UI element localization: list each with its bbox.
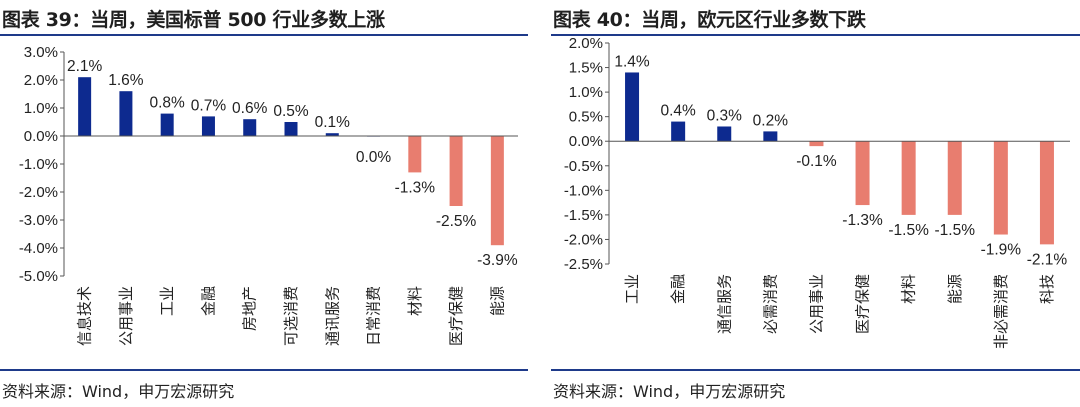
title-rule xyxy=(551,34,1080,36)
bar xyxy=(763,131,778,142)
data-label: -2.5% xyxy=(436,213,477,230)
x-tick-label: 可选消费 xyxy=(283,286,300,346)
x-tick-label: 公用事业 xyxy=(808,274,825,334)
x-tick-label: 能源 xyxy=(489,286,506,316)
x-tick-label: 工业 xyxy=(159,286,176,316)
data-label: -2.1% xyxy=(1027,251,1068,268)
y-tick-label: 2.0% xyxy=(569,36,603,52)
x-tick-label: 能源 xyxy=(947,274,964,304)
bar xyxy=(160,113,174,136)
data-label: 0.3% xyxy=(707,107,743,124)
data-label: 0.0% xyxy=(356,149,392,166)
data-label: 0.7% xyxy=(191,97,227,114)
bar xyxy=(1039,141,1054,245)
x-tick-label: 工业 xyxy=(624,274,641,304)
bar xyxy=(993,141,1008,235)
data-label: -1.9% xyxy=(981,242,1022,259)
bar xyxy=(625,72,640,142)
x-tick-label: 通讯服务 xyxy=(324,286,341,346)
x-tick-label: 非必需消费 xyxy=(993,274,1010,349)
chart-title: 图表 40：当周，欧元区行业多数下跌 xyxy=(553,9,866,31)
title-rule xyxy=(0,34,528,36)
bar xyxy=(408,136,422,173)
bar xyxy=(947,141,962,215)
data-label: 1.6% xyxy=(108,72,144,89)
x-tick-label: 科技 xyxy=(1039,274,1056,304)
data-label: 0.5% xyxy=(273,103,309,120)
source-note: 资料来源：Wind，申万宏源研究 xyxy=(553,382,786,401)
x-tick-label: 医疗保健 xyxy=(448,286,465,346)
bar xyxy=(243,119,257,136)
x-tick-label: 材料 xyxy=(901,274,918,304)
y-tick-label: -2.0% xyxy=(19,184,58,201)
data-label: 0.8% xyxy=(150,95,186,112)
bar xyxy=(325,133,339,136)
x-tick-label: 通信服务 xyxy=(716,274,733,334)
y-tick-label: -4.0% xyxy=(19,240,58,257)
y-tick-label: 0.5% xyxy=(569,109,603,126)
data-label: 0.4% xyxy=(660,103,696,120)
y-tick-label: 1.5% xyxy=(569,60,603,77)
bar-chart-sp500: 3.0% 2.0% 1.0% 0.0% -1.0% -2.0% -3.0% -4.0% -5.0… xyxy=(19,44,518,346)
data-label: 0.6% xyxy=(232,100,268,117)
data-label: 0.1% xyxy=(315,114,351,131)
chart-panel-right: 图表 40：当周，欧元区行业多数下跌 2.0% 1.5% 1.0% 0.5% 0.0% -… xyxy=(551,0,1080,407)
data-label: -0.1% xyxy=(796,153,837,170)
data-label: -1.5% xyxy=(935,222,976,239)
x-tick-label: 材料 xyxy=(407,286,424,316)
data-label: -1.3% xyxy=(395,179,436,196)
bar xyxy=(901,141,916,215)
x-tick-label: 金融 xyxy=(670,274,687,304)
data-label: -1.3% xyxy=(842,212,883,229)
bar-chart-eurozone: 2.0% 1.5% 1.0% 0.5% 0.0% -0.5% -1.0% -1.5% -2.0%… xyxy=(564,36,1070,349)
y-tick-label: -2.0% xyxy=(564,231,603,248)
bar xyxy=(671,121,686,142)
data-label: 0.2% xyxy=(753,112,789,129)
y-tick-label: -2.5% xyxy=(564,256,603,273)
x-tick-label: 公用事业 xyxy=(118,286,135,346)
y-tick-label: 1.0% xyxy=(569,84,603,101)
source-note: 资料来源：Wind，申万宏源研究 xyxy=(2,382,235,401)
y-tick-label: -1.0% xyxy=(564,182,603,199)
footer-rule xyxy=(551,369,1080,371)
y-tick-label: 0.0% xyxy=(24,128,58,145)
y-tick-label: -0.5% xyxy=(564,158,603,175)
footer-rule xyxy=(0,369,528,371)
bar xyxy=(809,141,824,147)
y-tick-label: -5.0% xyxy=(19,268,58,285)
y-tick-label: -1.5% xyxy=(564,207,603,224)
x-tick-label: 信息技术 xyxy=(77,286,94,346)
y-tick-label: -3.0% xyxy=(19,212,58,229)
x-tick-label: 医疗保健 xyxy=(855,274,872,334)
bar xyxy=(78,77,92,136)
x-tick-label: 日常消费 xyxy=(366,286,383,346)
bar xyxy=(855,141,870,206)
bar xyxy=(490,136,504,246)
x-tick-label: 房地产 xyxy=(242,286,259,331)
bar xyxy=(201,116,215,136)
y-tick-label: 3.0% xyxy=(24,44,58,61)
chart-panel-left: 图表 39：当周，美国标普 500 行业多数上涨 3.0% 2.0% 1.0% 0.0… xyxy=(0,0,528,407)
y-tick-label: -1.0% xyxy=(19,156,58,173)
data-label: 2.1% xyxy=(67,58,103,75)
y-tick-label: 1.0% xyxy=(24,100,58,117)
data-label: -1.5% xyxy=(888,222,929,239)
y-tick-label: 0.0% xyxy=(569,133,603,150)
bar xyxy=(449,136,463,206)
x-tick-label: 必需消费 xyxy=(762,274,779,334)
data-label: -3.9% xyxy=(477,252,518,269)
bar xyxy=(119,91,133,136)
x-tick-label: 金融 xyxy=(200,286,217,316)
y-tick-label: 2.0% xyxy=(24,72,58,89)
chart-title: 图表 39：当周，美国标普 500 行业多数上涨 xyxy=(2,9,385,31)
data-label: 1.4% xyxy=(614,53,650,70)
bar xyxy=(717,126,732,142)
bar xyxy=(284,122,298,136)
